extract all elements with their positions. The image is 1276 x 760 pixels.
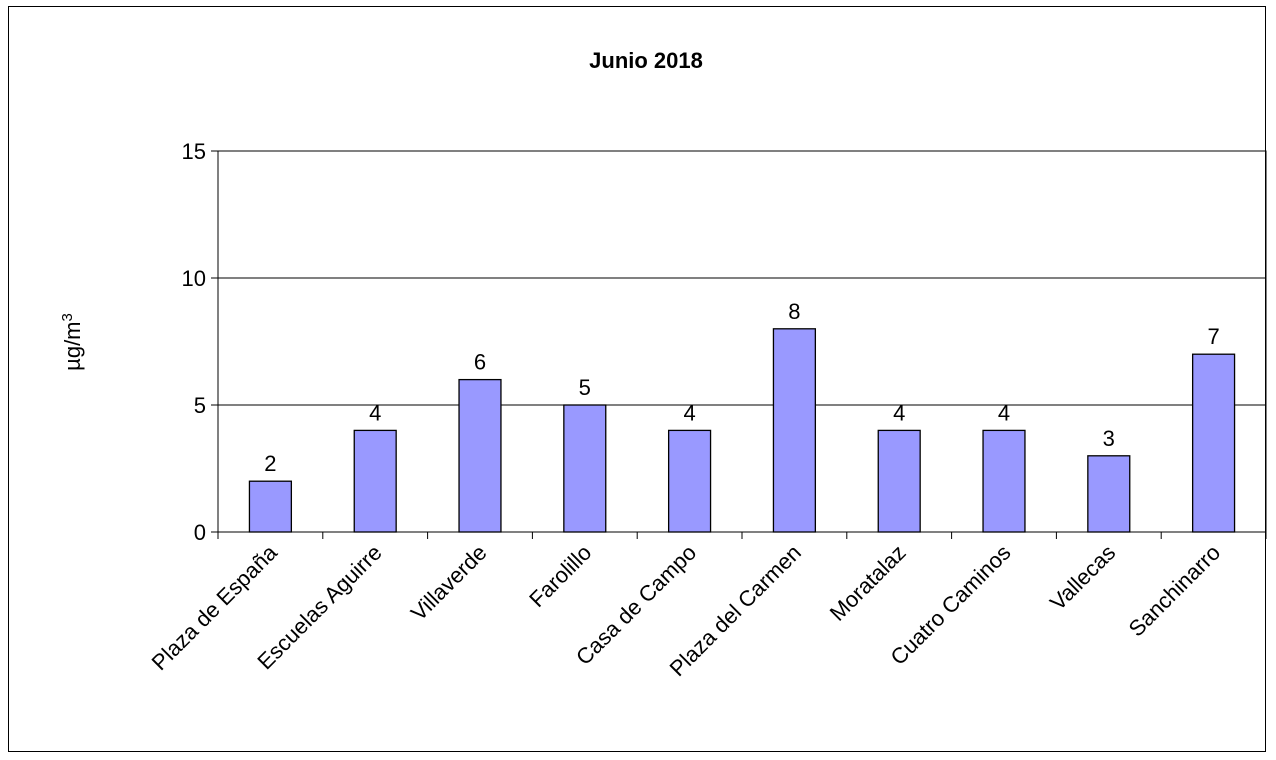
chart-title: Junio 2018: [589, 48, 703, 73]
bar: [1191, 353, 1236, 533]
y-axis-label-superscript: 3: [59, 313, 76, 321]
x-tick-label: Moratalaz: [825, 540, 911, 626]
y-axis-label-base: µg/m: [60, 321, 85, 370]
data-label: 6: [474, 350, 486, 375]
bar: [877, 429, 921, 533]
bar: [563, 404, 607, 533]
data-label: 2: [264, 451, 276, 476]
bar: [1087, 455, 1131, 533]
data-label: 3: [1103, 426, 1115, 451]
data-label: 8: [788, 299, 800, 324]
data-label: 4: [369, 400, 381, 425]
data-label: 4: [998, 400, 1010, 425]
x-tick-label: Sanchinarro: [1124, 540, 1226, 642]
data-label: 5: [579, 375, 591, 400]
data-label: 4: [893, 400, 905, 425]
data-label: 4: [683, 400, 695, 425]
data-label: 7: [1207, 324, 1219, 349]
bar: [667, 429, 712, 533]
x-tick-label: Farolillo: [524, 540, 596, 612]
y-tick-label: 5: [194, 393, 206, 418]
bar: [458, 378, 502, 533]
y-axis-label: µg/m3: [59, 313, 86, 371]
gridlines: [218, 277, 1266, 406]
bars: 2 4 6 5 4 8 4 4 3 7: [248, 299, 1236, 533]
bar: [353, 429, 397, 533]
svg-text:µg/m3: µg/m3: [59, 313, 86, 371]
y-tick-label: 10: [182, 266, 206, 291]
y-tick-label: 15: [182, 139, 206, 164]
bar: [248, 480, 293, 533]
bar: [982, 429, 1026, 533]
y-tick-label: 0: [194, 520, 206, 545]
x-tick-label: Villaverde: [406, 540, 492, 626]
bar: [772, 328, 817, 533]
x-tick-label: Vallecas: [1045, 540, 1120, 615]
